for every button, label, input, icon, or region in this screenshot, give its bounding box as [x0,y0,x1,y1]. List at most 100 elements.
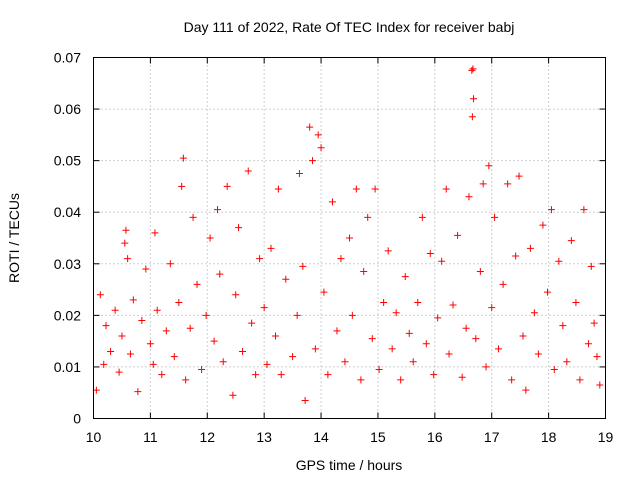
data-point [476,268,484,276]
data-point [462,324,470,332]
data-point [380,298,388,306]
data-point [186,324,194,332]
data-point [491,213,499,221]
data-point [414,298,422,306]
data-point [384,247,392,255]
data-point [397,376,405,384]
data-point [442,185,450,193]
data-point [142,265,150,273]
data-point [515,172,523,180]
data-point [468,113,476,121]
data-point [178,182,186,190]
data-point [223,182,231,190]
chart-title: Day 111 of 2022, Rate Of TEC Index for r… [184,19,515,35]
data-point [371,185,379,193]
y-tick-label: 0.03 [54,256,81,272]
data-point [567,237,575,245]
data-point [465,193,473,201]
data-point [138,317,146,325]
data-point [438,257,446,265]
data-point [219,358,227,366]
data-point [118,332,126,340]
data-point [454,231,462,239]
data-point [348,311,356,319]
data-point [352,185,360,193]
data-point [499,280,507,288]
x-tick-label: 12 [199,429,215,445]
data-point [422,340,430,348]
data-point [92,386,100,394]
data-point [357,376,365,384]
data-point [360,268,368,276]
data-point [596,381,604,389]
data-point [149,360,157,368]
data-point [590,319,598,327]
data-point [263,360,271,368]
data-point [214,206,222,214]
x-axis-label: GPS time / hours [296,457,403,473]
data-point [470,95,478,103]
data-point [409,358,417,366]
data-point [388,345,396,353]
data-point [239,347,247,355]
data-point [534,350,542,358]
x-tick-label: 14 [313,429,329,445]
data-point [158,371,166,379]
data-point [488,304,496,312]
data-point [593,353,601,361]
data-point [151,229,159,237]
y-tick-label: 0.07 [54,50,81,66]
data-point [580,206,588,214]
data-point [146,340,154,348]
data-point [107,347,115,355]
data-point [124,255,132,263]
data-point [314,131,322,139]
data-point [170,353,178,361]
x-tick-label: 11 [143,429,158,445]
data-point [289,353,297,361]
data-point [293,311,301,319]
y-tick-label: 0.05 [54,153,81,169]
data-point [198,366,206,374]
data-point [162,327,170,335]
data-point [324,371,332,379]
data-point [260,304,268,312]
y-tick-label: 0.04 [54,204,81,220]
data-point [576,376,584,384]
x-tick-label: 19 [598,429,614,445]
data-point [295,170,303,178]
data-point [482,363,490,371]
data-point [153,306,161,314]
data-point [102,322,110,330]
data-point [584,340,592,348]
data-point [282,275,290,283]
data-point [299,262,307,270]
data-point [434,314,442,322]
data-point [252,371,260,379]
data-point [111,306,119,314]
data-point [559,322,567,330]
data-point [550,366,558,374]
data-point [519,332,527,340]
data-point [418,213,426,221]
data-point [392,309,400,317]
y-axis-label: ROTI / TECUs [6,193,22,283]
data-point [430,371,438,379]
data-point [248,319,256,327]
data-point [189,213,197,221]
data-point [469,65,477,73]
data-point [100,360,108,368]
data-point [555,257,563,265]
data-point [572,298,580,306]
data-point [401,273,409,281]
data-point [179,154,187,162]
y-tick-label: 0 [73,411,81,427]
data-point [368,335,376,343]
data-point [543,288,551,296]
data-point [364,213,372,221]
data-point [206,234,214,242]
y-tick-label: 0.06 [54,101,81,117]
data-point [202,311,210,319]
data-point [216,270,224,278]
plot-frame [93,57,606,419]
